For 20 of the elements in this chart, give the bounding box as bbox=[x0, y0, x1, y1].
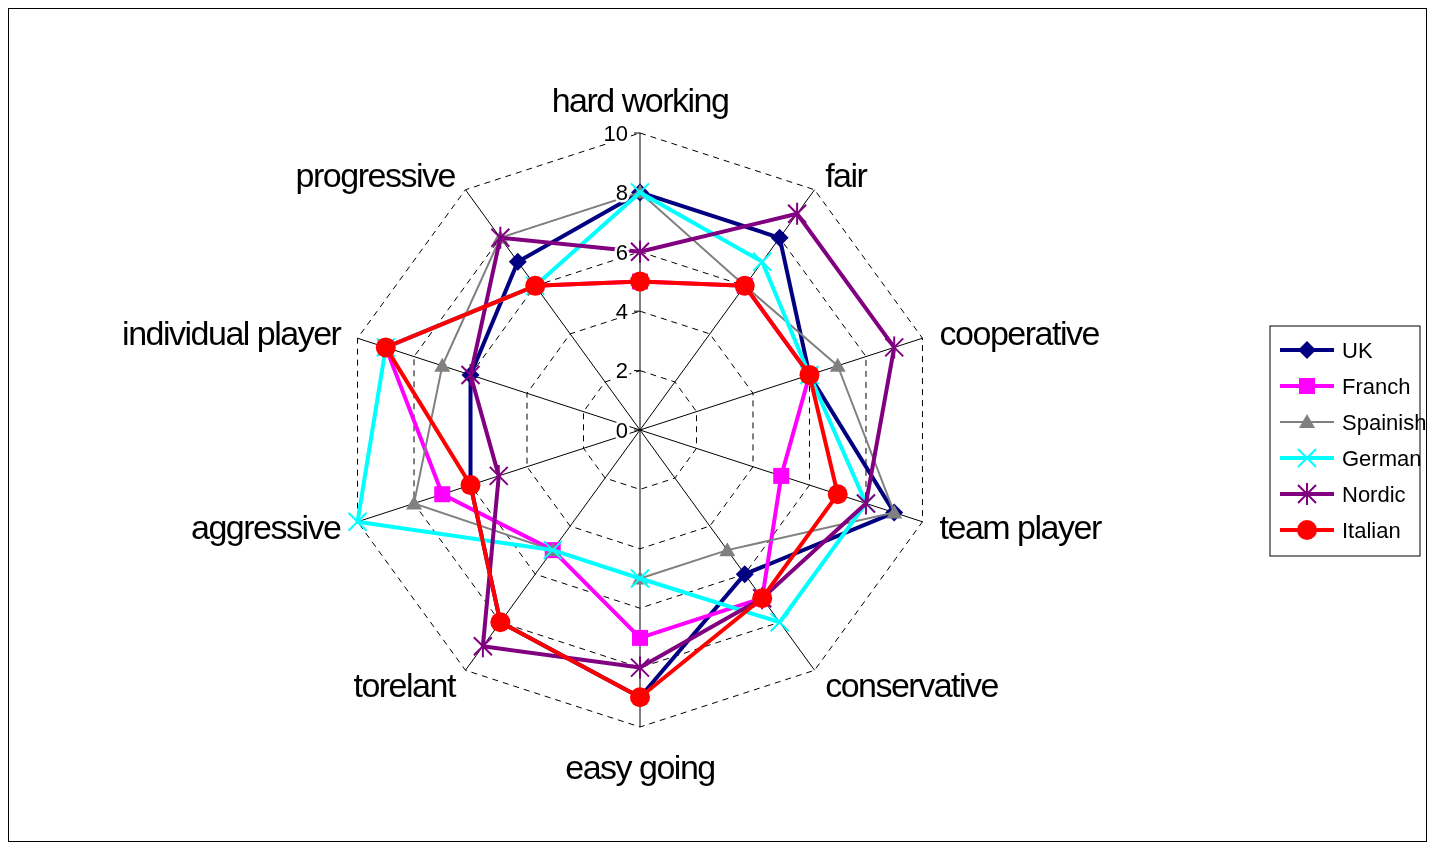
spoke-label: fair bbox=[825, 156, 868, 195]
y-tick-label: 10 bbox=[603, 120, 628, 146]
legend-label: Nordic bbox=[1342, 481, 1406, 507]
y-tick-label: 4 bbox=[615, 298, 628, 324]
y-tick-label: 8 bbox=[615, 180, 628, 206]
spoke-label: cooperative bbox=[939, 313, 1100, 352]
legend-label: Italian bbox=[1342, 517, 1401, 543]
legend-label: Franch bbox=[1342, 373, 1411, 399]
spoke-label: individual player bbox=[122, 313, 342, 352]
spoke-label: aggressive bbox=[191, 508, 342, 547]
y-tick-label: 2 bbox=[615, 358, 628, 384]
spoke-label: torelant bbox=[353, 665, 457, 704]
spoke-label: progressive bbox=[295, 156, 456, 195]
spoke-label: easy going bbox=[565, 748, 715, 786]
spoke-label: team player bbox=[939, 508, 1102, 547]
legend-label: UK bbox=[1342, 337, 1373, 363]
spoke-label: conservative bbox=[825, 665, 999, 704]
legend-label: German bbox=[1342, 445, 1422, 471]
spoke-label: hard working bbox=[551, 80, 729, 119]
legend-label: Spainish bbox=[1342, 409, 1427, 435]
